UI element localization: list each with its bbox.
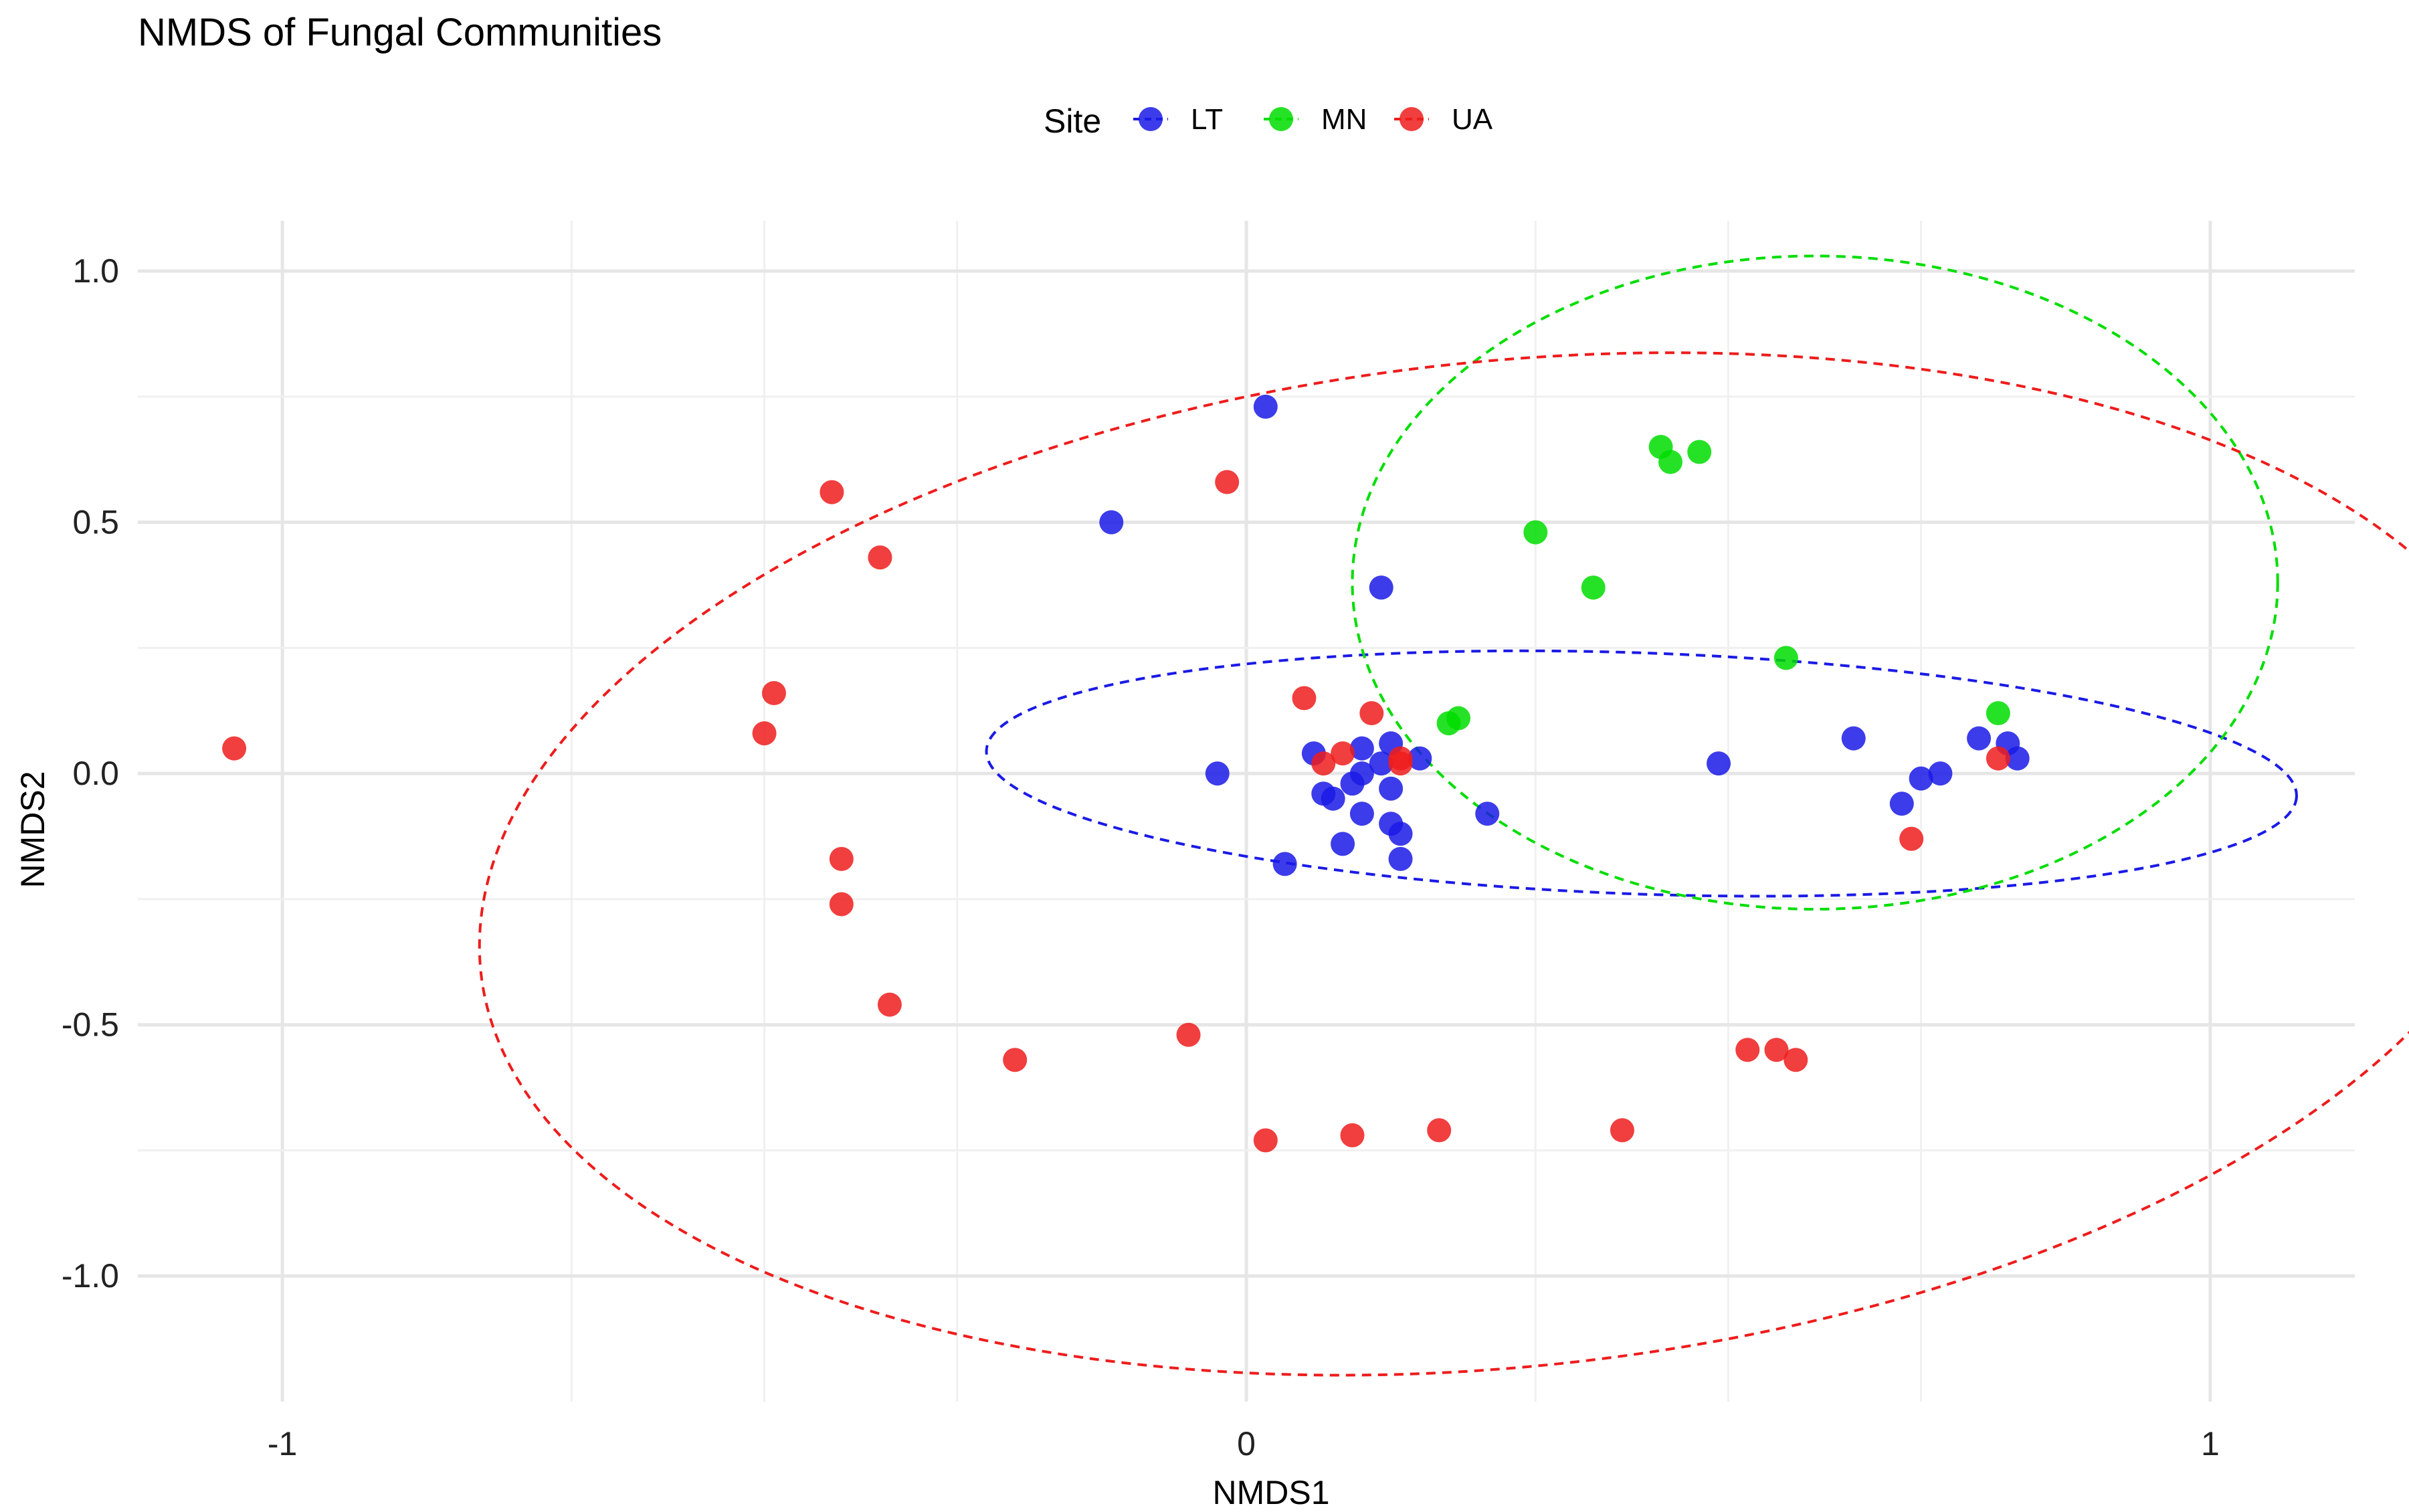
data-points [222,394,2030,1153]
point-ua [752,721,777,746]
legend: Site LT MN UA [1044,102,1493,140]
point-ua [1215,470,1240,494]
point-lt [1205,761,1230,786]
point-lt [1099,510,1124,535]
point-lt [1967,726,1992,751]
x-tick-label: 1 [2201,1425,2220,1462]
point-ua [1311,751,1336,776]
legend-key-marker [1139,107,1163,131]
point-lt [1475,801,1500,826]
legend-key-marker [1269,107,1293,131]
point-ua [1899,826,1924,851]
point-ua [829,892,854,917]
point-lt [1379,776,1404,801]
axis-ticks: -1 0 1 1.0 0.5 0.0 -0.5 -1.0 [62,252,2220,1462]
point-ua [1610,1118,1634,1143]
point-lt [1928,761,1953,786]
point-ua [829,846,854,871]
point-mn [1773,646,1798,670]
point-lt [1841,726,1866,751]
point-mn [1986,701,2010,726]
point-lt [1369,751,1393,776]
point-ua [761,681,786,705]
point-ua [868,545,892,570]
point-ua [222,736,247,761]
point-lt [1331,832,1355,856]
x-tick-label: 0 [1237,1425,1256,1462]
y-tick-label: 0.5 [72,504,119,541]
point-lt [1388,822,1413,846]
legend-key-marker [1400,107,1424,131]
point-ua [1340,1123,1365,1147]
point-lt [1909,766,1933,791]
point-ua [1292,686,1317,711]
point-mn [1581,575,1606,600]
point-ua [1764,1038,1789,1062]
chart-title: NMDS of Fungal Communities [138,11,662,54]
y-tick-label: -0.5 [62,1006,119,1044]
ellipse-lt [985,649,2298,898]
point-lt [1707,751,1731,776]
legend-label: UA [1452,103,1493,136]
point-lt [1349,801,1374,826]
point-lt [1388,846,1413,871]
point-lt [1369,575,1393,600]
point-ua [1176,1022,1201,1047]
point-lt [1253,394,1278,419]
x-tick-label: -1 [268,1425,297,1462]
point-ua [1253,1128,1278,1153]
point-ua [877,992,902,1017]
point-mn [1523,520,1548,545]
point-ua [1427,1118,1452,1143]
ellipse-mn [1351,254,2279,911]
ellipse-ua [478,351,2409,1377]
point-ua [1359,701,1384,726]
point-lt [1321,786,1345,811]
confidence-ellipses [478,254,2409,1377]
legend-title: Site [1044,102,1101,140]
y-tick-label: 1.0 [72,252,119,290]
point-lt [1408,746,1432,771]
y-tick-label: 0.0 [72,755,119,792]
point-lt [1349,736,1374,761]
legend-item-ua: UA [1394,103,1493,136]
legend-label: MN [1321,103,1367,136]
point-mn [1446,706,1470,731]
point-mn [1658,450,1682,474]
x-axis-label: NMDS1 [1212,1474,1329,1511]
legend-label: LT [1191,103,1223,136]
point-ua [1003,1048,1028,1072]
y-tick-label: -1.0 [62,1257,119,1295]
point-ua [820,480,844,504]
point-lt [1272,852,1297,876]
point-lt [2005,746,2030,771]
point-ua [1331,741,1355,766]
point-ua [1784,1048,1808,1072]
point-ua [1986,746,2010,771]
y-axis-label: NMDS2 [14,771,52,888]
point-lt [1340,771,1365,796]
point-ua [1388,746,1413,771]
point-mn [1687,440,1712,464]
grid [138,221,2355,1402]
legend-item-lt: LT [1133,103,1223,136]
point-ua [1735,1038,1760,1062]
legend-item-mn: MN [1264,103,1367,136]
point-lt [1889,791,1914,816]
